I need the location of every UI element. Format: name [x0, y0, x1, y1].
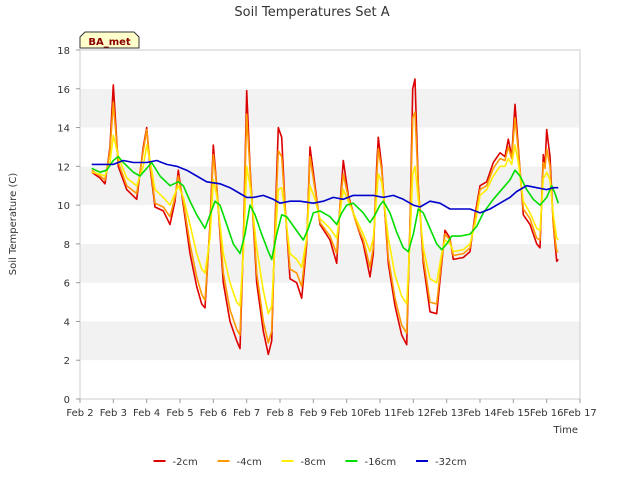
x-tick-label: Feb 2	[66, 408, 93, 419]
y-tick-label: 12	[57, 162, 70, 173]
series-lines	[91, 78, 560, 356]
y-tick-label: 10	[57, 201, 70, 212]
x-tick-label: Feb 13	[430, 408, 464, 419]
chart-title: Soil Temperatures Set A	[234, 5, 389, 20]
y-axis-ticks: 0 2 4 6 8 10 12 14 16 18	[57, 46, 80, 406]
grid-band	[80, 88, 580, 128]
legend-label: -32cm	[435, 457, 467, 468]
grid-band	[80, 243, 580, 283]
y-axis-label: Soil Temperature (C)	[8, 173, 19, 276]
y-tick-label: 8	[64, 240, 70, 251]
legend-label: -4cm	[237, 457, 262, 468]
x-tick-label: Feb 4	[133, 408, 160, 419]
x-tick-label: Feb 8	[266, 408, 293, 419]
x-tick-label: Feb 12	[397, 408, 431, 419]
series-line	[91, 159, 559, 214]
y-tick-label: 16	[57, 85, 70, 96]
badge-shape	[79, 31, 140, 49]
y-tick-label: 6	[64, 279, 70, 290]
y-tick-label: 4	[64, 317, 70, 328]
x-tick-label: Feb 11	[363, 408, 397, 419]
x-tick-label: Feb 16	[530, 408, 564, 419]
legend-label: -16cm	[365, 457, 397, 468]
x-axis-ticks: Feb 2 Feb 3 Feb 4 Feb 5 Feb 6 Feb 7 Feb 8 Feb 9…	[66, 399, 597, 419]
y-tick-label: 14	[57, 124, 70, 135]
x-tick-label: Feb 17	[563, 408, 597, 419]
grid-band	[80, 321, 580, 361]
plot-area-frame	[79, 49, 581, 400]
grid-band	[80, 127, 580, 167]
x-axis-label: Time	[553, 425, 578, 436]
grid-band	[80, 50, 580, 89]
legend-label: -2cm	[173, 457, 198, 468]
grid-band	[80, 360, 580, 399]
x-tick-label: Feb 9	[300, 408, 327, 419]
badge-label: BA_met	[88, 37, 131, 48]
x-tick-label: Feb 15	[497, 408, 531, 419]
y-tick-label: 0	[64, 395, 70, 406]
station-badge: BA_met	[79, 31, 140, 49]
plot-background-bands	[80, 50, 580, 399]
x-tick-label: Feb 10	[330, 408, 364, 419]
legend-label: -8cm	[301, 457, 326, 468]
x-tick-label: Feb 6	[200, 408, 227, 419]
legend: -2cm -4cm -8cm -16cm -32cm	[153, 457, 467, 468]
x-tick-label: Feb 3	[100, 408, 127, 419]
x-tick-label: Feb 14	[463, 408, 497, 419]
series-line	[91, 134, 559, 315]
grid-band	[80, 282, 580, 322]
x-tick-label: Feb 7	[233, 408, 260, 419]
series-line	[91, 155, 560, 261]
x-tick-label: Feb 5	[166, 408, 193, 419]
y-tick-label: 2	[64, 356, 70, 367]
y-tick-label: 18	[57, 46, 70, 57]
